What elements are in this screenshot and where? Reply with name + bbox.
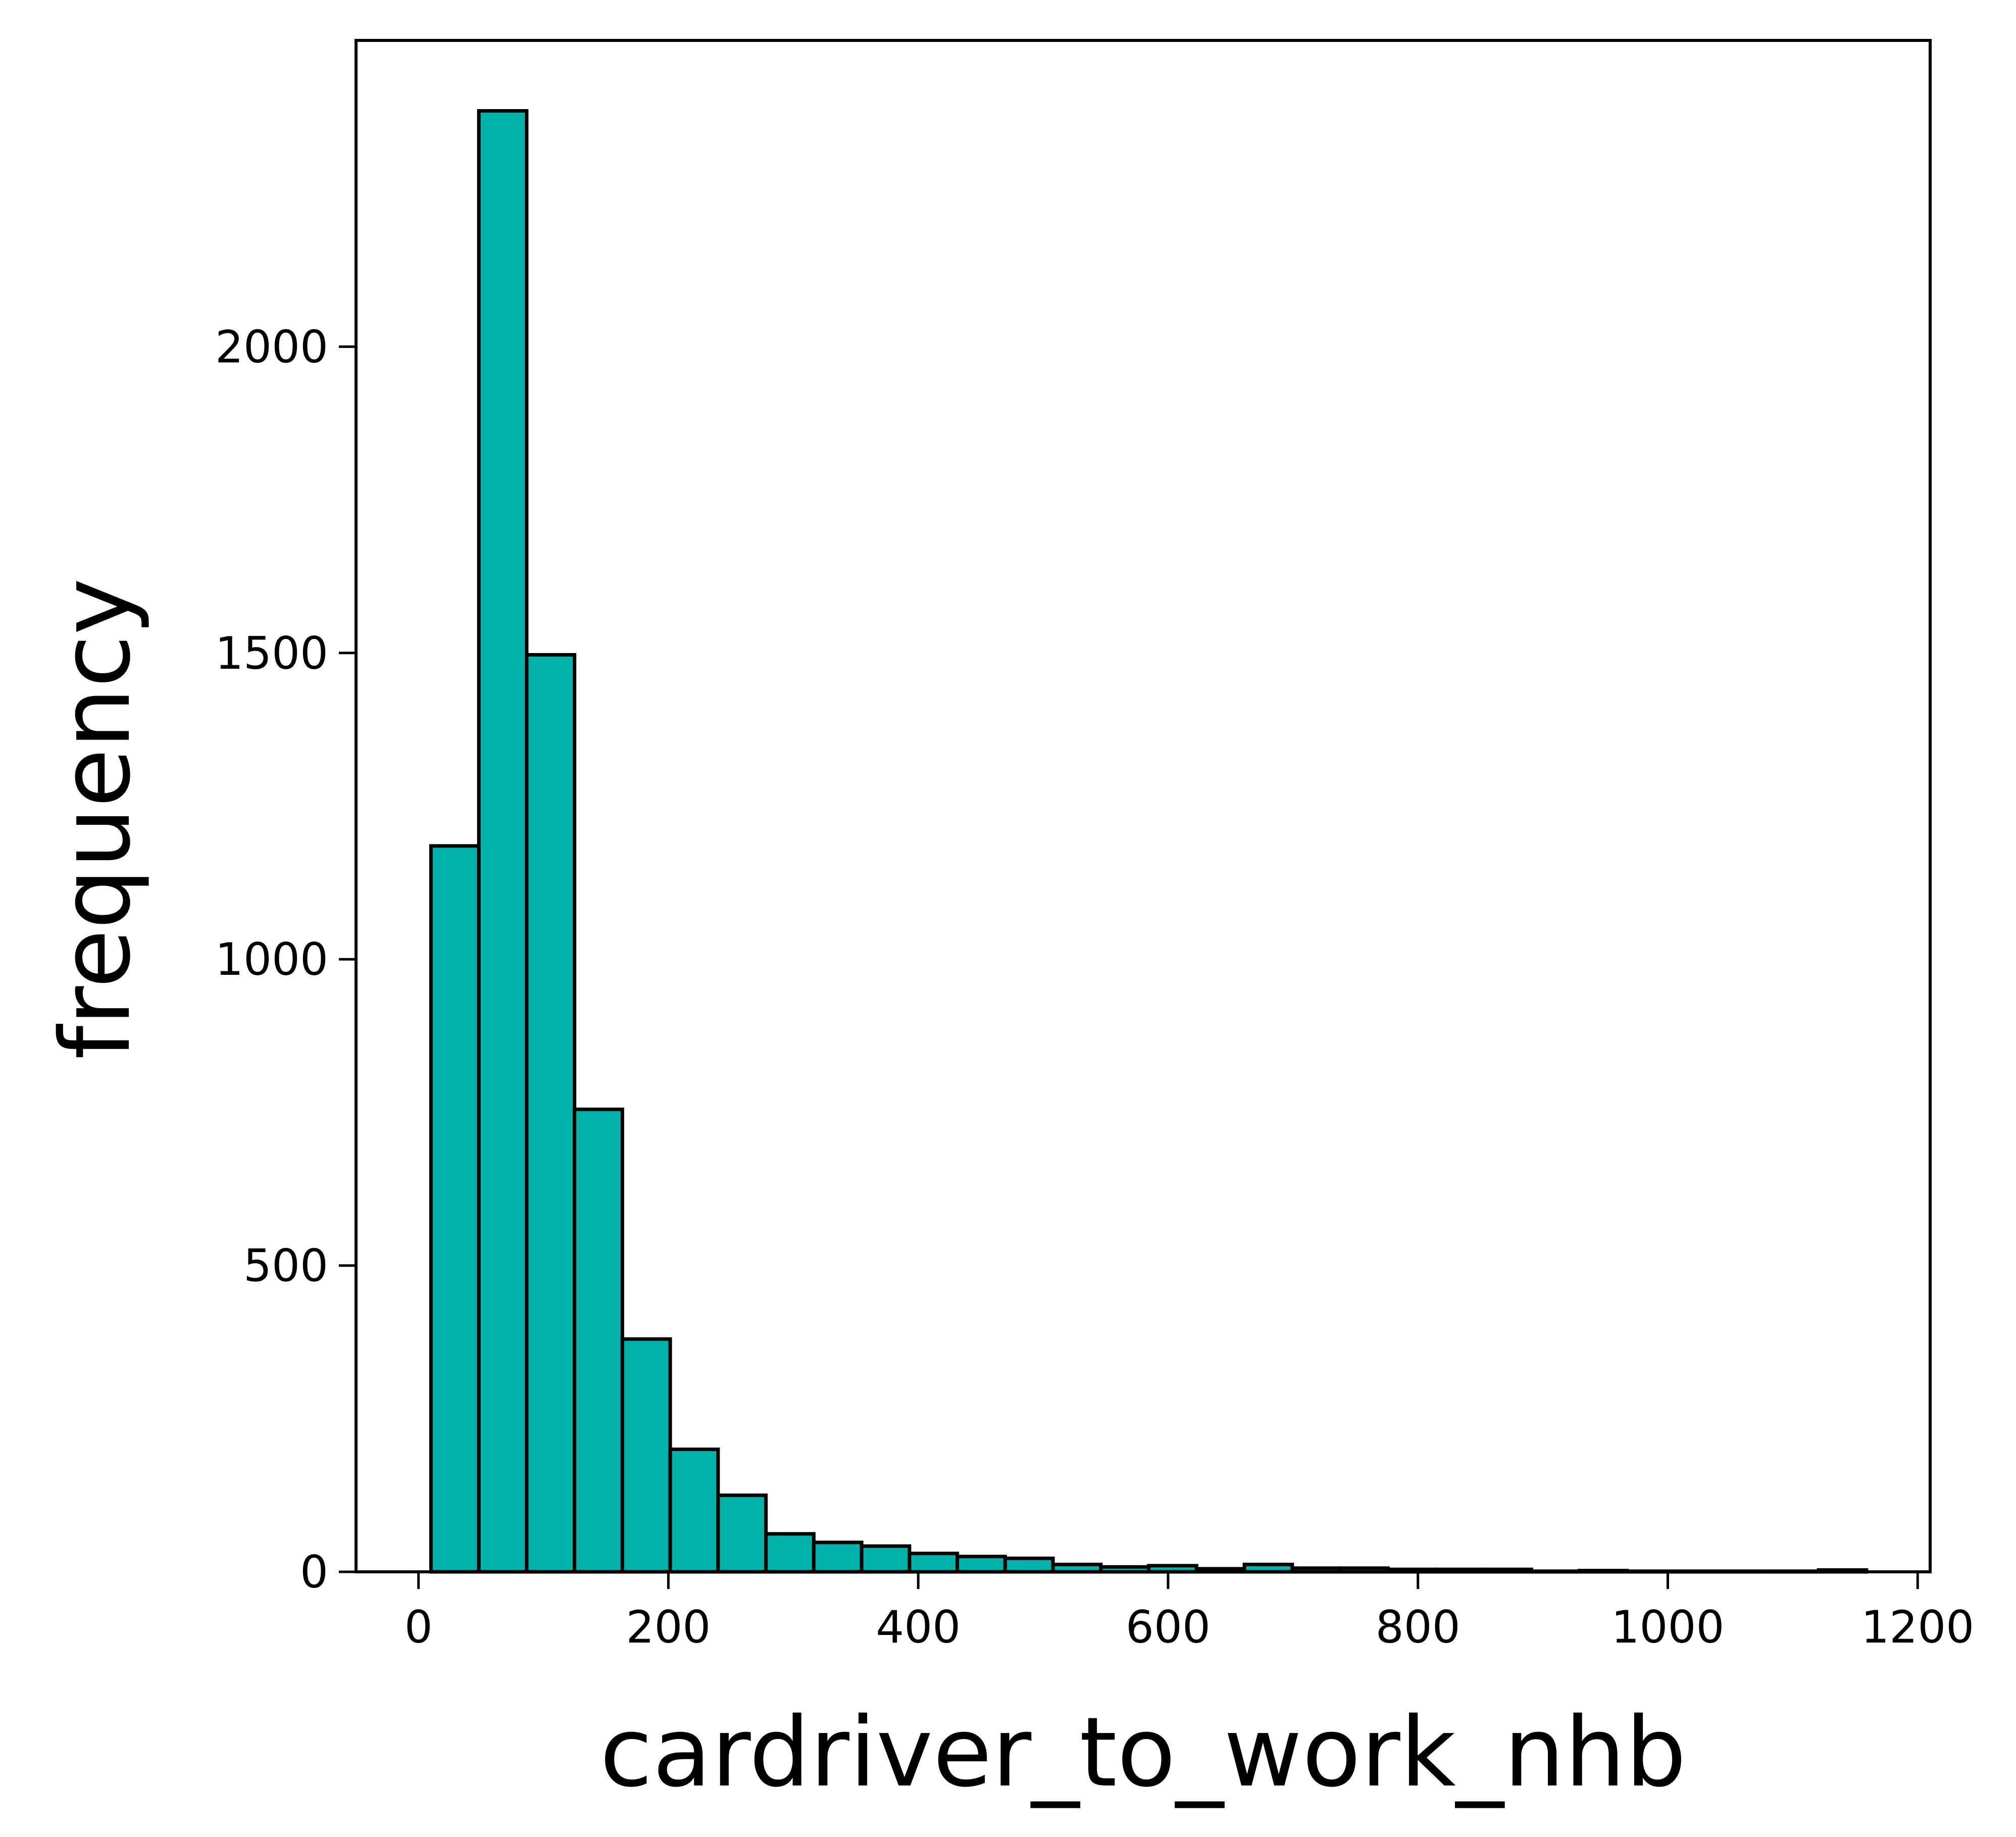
y-ticks-group: 0 500 1000 1500 2000 [215,321,356,1598]
x-tick-label: 0 [405,1601,433,1653]
y-tick-label: 0 [300,1546,328,1598]
histogram-bar [668,1447,720,1574]
histogram-bar [716,1493,768,1574]
x-tick-label: 400 [876,1601,961,1653]
y-tick-label: 1000 [215,933,328,985]
bars-group [429,109,1869,1574]
x-tick-label: 800 [1376,1601,1460,1653]
histogram-bar [429,844,481,1574]
histogram-bar [573,1107,624,1574]
histogram-bar [812,1541,864,1574]
histogram-bar [764,1532,816,1574]
histogram-bar [955,1555,1007,1574]
x-tick-label: 1200 [1861,1601,1974,1653]
histogram-bar [908,1552,960,1574]
histogram-bar [525,653,577,1574]
x-axis-label: cardriver_to_work_nhb [600,1697,1687,1808]
plot-frame [355,39,1932,1573]
histogram-bar [620,1337,672,1574]
histogram-bar [1003,1556,1055,1574]
x-tick-label: 200 [626,1601,711,1653]
histogram-bar [477,109,529,1574]
x-ticks-group: 0 200 400 600 800 1000 1200 [405,1572,1974,1653]
y-tick-label: 500 [243,1240,328,1292]
histogram-bar [860,1544,912,1574]
x-tick-label: 1000 [1611,1601,1725,1653]
y-tick-label: 2000 [215,321,328,373]
y-axis-label: frequency [40,578,152,1060]
y-tick-label: 1500 [215,627,328,679]
x-tick-label: 600 [1126,1601,1211,1653]
